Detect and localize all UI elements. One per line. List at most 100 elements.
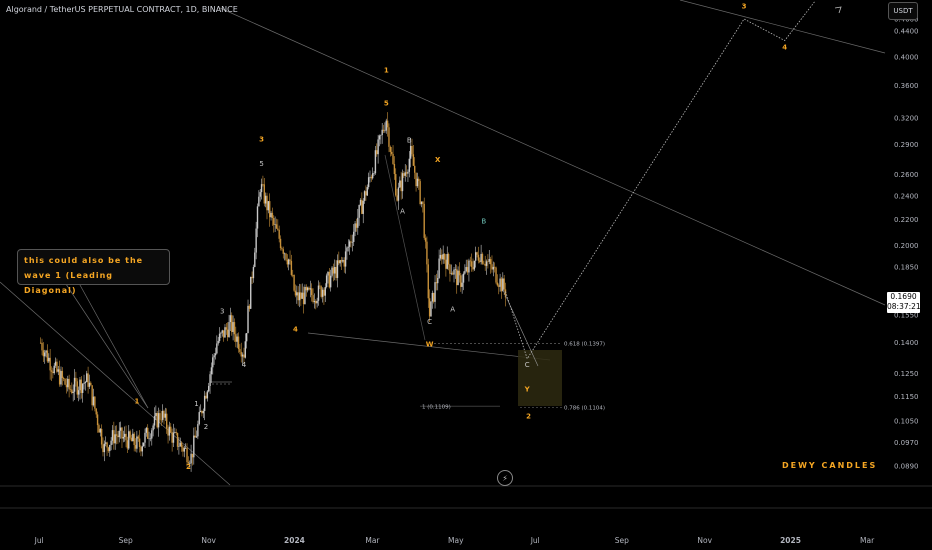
candle-body <box>92 396 95 406</box>
candle-body <box>409 145 412 159</box>
candle-body <box>111 430 114 441</box>
candle-body <box>128 431 130 449</box>
candle-body <box>439 254 442 259</box>
candle-body <box>500 278 503 292</box>
candle-body <box>416 178 419 187</box>
tradingview-logo-icon[interactable]: ⚡ <box>497 470 513 486</box>
candle-body <box>384 130 386 132</box>
wave-label-19: Y <box>524 386 531 394</box>
y-tick-label-3: 0.3600 <box>894 82 919 90</box>
candle-body <box>353 231 355 242</box>
candle-body <box>232 322 234 333</box>
candle-body <box>329 275 332 288</box>
candle-body <box>277 228 279 230</box>
candle-body <box>480 253 482 262</box>
candle-body <box>149 438 152 440</box>
candle-body <box>49 357 51 371</box>
candle-body <box>91 385 93 406</box>
candle-body <box>422 201 424 204</box>
candle-body <box>80 379 83 393</box>
candle-body <box>493 266 496 268</box>
candle-body <box>72 391 74 394</box>
y-axis: 0.46000.44000.40000.36000.32000.29000.26… <box>894 16 919 471</box>
candle-body <box>407 171 409 174</box>
candle-body <box>390 151 393 154</box>
candle-body <box>193 435 195 458</box>
candle-body <box>243 354 245 358</box>
y-tick-label-6: 0.2600 <box>894 171 919 179</box>
drop-to-c-line <box>502 289 539 367</box>
candle-body <box>450 273 453 274</box>
candle-body <box>408 158 410 172</box>
y-tick-label-7: 0.2400 <box>894 193 919 201</box>
bar-countdown: 08:37:21 <box>887 302 921 311</box>
candle-body <box>281 248 283 250</box>
candle-body <box>81 383 84 393</box>
annotation-note[interactable]: this could also be the wave 1 (Leading D… <box>17 249 170 295</box>
candle-body <box>403 173 405 176</box>
candle-body <box>184 447 187 449</box>
currency-button[interactable]: USDT <box>888 2 918 20</box>
brand-watermark: DEWY CANDLES <box>782 461 878 470</box>
candle-body <box>373 173 375 174</box>
wave-label-9: 1 <box>384 66 389 74</box>
projection-arrowhead <box>834 6 842 14</box>
candle-body <box>380 135 382 136</box>
candle-body <box>496 282 499 286</box>
candle-body <box>405 172 408 174</box>
candle-body <box>145 427 148 433</box>
candle-body <box>157 413 160 428</box>
candle-body <box>271 212 274 219</box>
candle-body <box>195 436 198 438</box>
candle-body <box>225 327 228 330</box>
candle-body <box>256 206 259 229</box>
candle-body <box>201 410 203 414</box>
y-tick-label-14: 0.1250 <box>894 370 919 378</box>
candle-body <box>319 285 321 287</box>
candle-body <box>121 427 123 439</box>
candle-body <box>137 436 139 439</box>
candle-body <box>148 438 150 440</box>
candle-body <box>147 427 149 439</box>
candle-body <box>363 191 366 201</box>
y-tick-label-9: 0.2000 <box>894 242 919 250</box>
candle-body <box>44 352 46 357</box>
wave-label-20: 2 <box>526 412 531 420</box>
candle-body <box>171 432 173 443</box>
wave-label-2: 1 <box>194 400 198 408</box>
horizontal-separators <box>0 485 932 509</box>
candle-body <box>351 241 354 243</box>
candle-body <box>328 271 331 288</box>
candle-body <box>221 330 223 333</box>
candle-body <box>348 241 351 247</box>
candle-body <box>327 271 329 276</box>
candle-body <box>361 199 363 214</box>
candle-body <box>86 373 88 383</box>
x-tick-label-4: Mar <box>365 536 380 545</box>
candle-body <box>113 430 115 444</box>
candle-body <box>122 436 125 439</box>
y-tick-label-2: 0.4000 <box>894 54 919 62</box>
wave-label-10: 5 <box>384 99 389 107</box>
candle-body <box>411 145 413 155</box>
last-price-tag: 0.1690 08:37:21 <box>887 292 921 313</box>
candle-body <box>99 428 101 433</box>
candle-body <box>292 274 294 276</box>
wave-labels: 1 2 1 2 3 4 5 3 4 1 5 A B C X W A B C Y 2 3 4 <box>134 3 787 472</box>
candle-body <box>300 292 302 299</box>
candle-body <box>250 276 252 309</box>
candle-body <box>153 416 156 426</box>
candle-body <box>76 381 78 395</box>
candle-body <box>396 195 398 201</box>
candle-body <box>485 261 488 266</box>
candle-body <box>205 395 207 399</box>
candle-body <box>65 384 68 388</box>
candle-body <box>294 290 297 296</box>
candle-body <box>372 173 374 179</box>
candle-body <box>320 286 322 297</box>
candle-body <box>199 410 202 413</box>
candle-body <box>84 382 87 383</box>
candle-body <box>414 165 416 173</box>
candle-body <box>275 224 278 229</box>
